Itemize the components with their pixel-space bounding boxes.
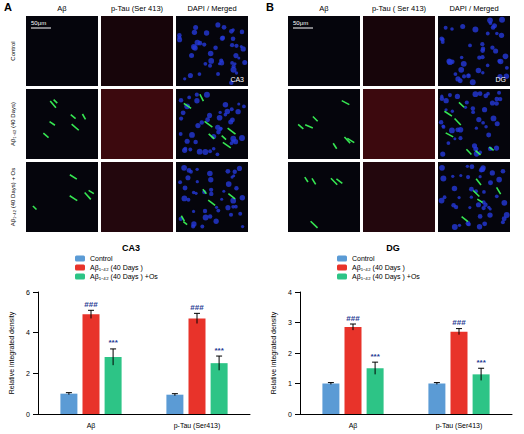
svg-text:Aβ: Aβ [87,422,96,430]
svg-text:Control: Control [352,255,375,262]
svg-text:***: *** [370,352,380,361]
svg-text:Aβ₁₋₄₂ (40 Days ) +Os: Aβ₁₋₄₂ (40 Days ) +Os [352,273,420,281]
svg-text:Aβ₁₋₄₂ (40 Days ): Aβ₁₋₄₂ (40 Days ) [352,264,405,272]
svg-text:2: 2 [26,370,30,377]
svg-text:4: 4 [288,289,292,296]
svg-text:Aβ: Aβ [319,4,329,13]
svg-text:50μm: 50μm [31,20,46,26]
svg-text:###: ### [346,314,360,323]
svg-text:B: B [266,1,274,13]
svg-text:###: ### [84,300,98,309]
svg-text:***: *** [214,346,224,355]
svg-text:CA3: CA3 [122,243,140,253]
svg-text:1: 1 [288,380,292,387]
svg-text:A: A [4,1,12,13]
svg-text:###: ### [452,318,466,327]
svg-text:Control: Control [90,255,113,262]
svg-text:Relative integrated density: Relative integrated density [8,311,16,394]
svg-text:Aβ₁₋₄₂ (40 Days ) +Os: Aβ₁₋₄₂ (40 Days ) +Os [90,273,158,281]
svg-text:DG: DG [386,243,400,253]
svg-text:4: 4 [26,329,30,336]
svg-text:Aβ: Aβ [349,422,358,430]
svg-text:Aβ: Aβ [57,4,67,13]
svg-text:0: 0 [26,411,30,418]
svg-text:DAPI / Merged: DAPI / Merged [449,4,498,13]
svg-text:50μm: 50μm [293,20,308,26]
svg-text:0: 0 [288,411,292,418]
svg-text:DAPI / Merged: DAPI / Merged [187,4,236,13]
svg-text:Aβ₁₋₄₂ (40 Days): Aβ₁₋₄₂ (40 Days) [10,102,16,146]
svg-text:Aβ₁₋₄₂ (40 Days) + Os: Aβ₁₋₄₂ (40 Days) + Os [10,168,16,226]
svg-text:p-Tau (Ser413): p-Tau (Ser413) [436,422,483,430]
svg-text:6: 6 [26,289,30,296]
svg-text:Relative integrated density: Relative integrated density [270,311,278,394]
svg-text:###: ### [190,303,204,312]
svg-text:CA3: CA3 [230,76,244,83]
svg-text:***: *** [476,358,486,367]
svg-text:p-Tau ( Ser 413): p-Tau ( Ser 413) [372,4,427,13]
svg-text:p-Tau (Ser 413): p-Tau (Ser 413) [111,4,164,13]
svg-text:Aβ₁₋₄₂ (40 Days ): Aβ₁₋₄₂ (40 Days ) [90,264,143,272]
svg-text:3: 3 [288,319,292,326]
svg-text:2: 2 [288,350,292,357]
svg-text:DG: DG [496,76,507,83]
svg-text:***: *** [108,338,118,347]
svg-text:Control: Control [10,41,16,60]
svg-text:p-Tau (Ser413): p-Tau (Ser413) [174,422,221,430]
